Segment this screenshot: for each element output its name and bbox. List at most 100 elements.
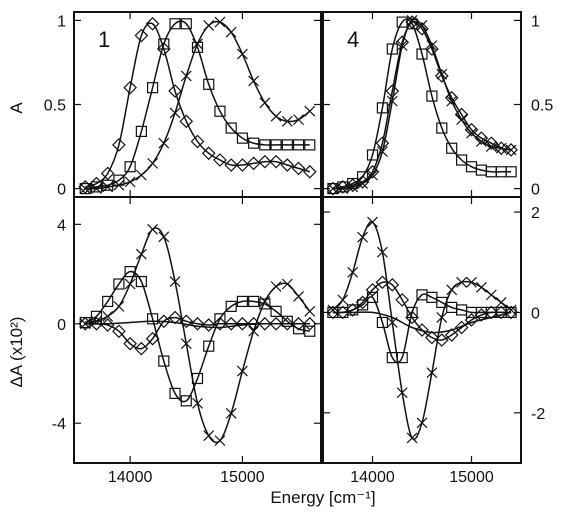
data-point-diamond [291, 161, 306, 176]
plot-area [78, 223, 317, 447]
data-point-cross [396, 387, 408, 399]
data-point-cross [124, 278, 136, 290]
data-point-diamond [291, 316, 306, 331]
data-point-diamond [156, 42, 171, 56]
series-line [85, 320, 310, 329]
data-point-diamond [425, 42, 439, 56]
panel-frame [322, 196, 522, 464]
data-point-cross [367, 216, 378, 228]
data-point-cross [466, 127, 477, 139]
data-point-cross [485, 289, 497, 301]
data-point-cross [426, 40, 438, 52]
data-point-cross [505, 144, 517, 156]
data-point-diamond [280, 158, 295, 172]
data-point-cross [203, 20, 215, 31]
data-point-diamond [405, 310, 419, 325]
data-point-diamond [156, 314, 171, 329]
data-point-cross [225, 26, 237, 38]
data-point-square [386, 43, 398, 55]
data-point-diamond [484, 136, 499, 151]
data-point-diamond [425, 330, 439, 345]
plot-area [326, 14, 518, 196]
data-point-diamond [145, 331, 160, 346]
y-tick-label: 0.5 [531, 98, 553, 115]
data-point-square [169, 387, 181, 399]
data-point-diamond [326, 305, 340, 320]
data-point-cross [169, 276, 181, 287]
series-line [84, 22, 311, 188]
data-point-square [270, 139, 282, 151]
data-point-square [248, 137, 260, 149]
data-point-cross [203, 430, 215, 442]
data-point-cross [347, 266, 359, 278]
series-cross [79, 16, 316, 195]
data-point-square [90, 181, 103, 193]
data-point-cross [214, 435, 226, 447]
data-point-diamond [484, 305, 499, 320]
data-point-cross [386, 95, 398, 107]
data-point-square [146, 313, 159, 325]
data-point-cross [436, 312, 448, 323]
y-tick-label: -4 [52, 416, 66, 433]
data-point-diamond [258, 316, 272, 331]
data-point-cross [248, 75, 260, 87]
series-line [332, 311, 512, 334]
data-point-cross [124, 176, 136, 188]
x-axis-label: Energy [cm⁻¹] [270, 488, 375, 507]
series-cross [79, 223, 316, 447]
data-point-diamond [494, 141, 509, 156]
data-point-cross [357, 178, 369, 189]
data-point-cross [91, 315, 102, 327]
data-point-diamond [246, 156, 261, 171]
data-point-diamond [168, 310, 182, 325]
data-point-diamond [355, 295, 370, 310]
data-point-cross [135, 169, 147, 181]
data-point-cross [293, 114, 304, 126]
data-point-diamond [464, 313, 479, 327]
data-point-cross [214, 16, 226, 28]
data-point-square [259, 298, 271, 310]
data-point-cross [304, 105, 316, 117]
panel-label: 4 [347, 27, 359, 52]
data-point-cross [426, 367, 438, 379]
data-point-cross [236, 48, 248, 60]
data-point-cross [91, 183, 102, 195]
data-point-square [416, 48, 428, 60]
data-point-square [366, 149, 379, 161]
panel-frame [73, 11, 322, 198]
data-point-cross [376, 246, 388, 258]
data-point-square [248, 295, 260, 308]
data-point-diamond [235, 158, 250, 172]
data-point-square [225, 122, 237, 134]
data-point-diamond [365, 283, 380, 297]
data-point-cross [113, 300, 125, 312]
data-point-cross [436, 68, 448, 80]
series-diamond [326, 15, 518, 196]
data-point-diamond [112, 324, 126, 339]
data-point-diamond [224, 316, 239, 331]
plot-area [78, 16, 317, 195]
panel-label: 1 [98, 27, 110, 52]
data-point-square [446, 142, 458, 154]
data-point-cross [102, 181, 114, 193]
data-point-cross [446, 284, 458, 296]
data-point-square [236, 295, 249, 308]
data-point-cross [248, 325, 260, 337]
y-tick-label: 1 [531, 13, 540, 30]
data-point-diamond [434, 333, 449, 347]
x-tick-label: 15000 [449, 469, 494, 486]
series-line [85, 20, 310, 190]
data-point-diamond [78, 316, 93, 331]
data-point-cross [270, 281, 282, 292]
data-point-cross [113, 179, 125, 191]
data-point-cross [367, 169, 378, 181]
data-point-square [236, 132, 249, 144]
data-point-diamond [504, 305, 518, 320]
panel-bottom-left: -4 0 4 14000 15000 [52, 196, 322, 486]
data-point-diamond [474, 131, 489, 145]
data-point-diamond [415, 21, 429, 36]
data-point-diamond [213, 316, 227, 331]
data-point-cross [270, 110, 282, 122]
y-tick-label: 4 [57, 217, 66, 234]
